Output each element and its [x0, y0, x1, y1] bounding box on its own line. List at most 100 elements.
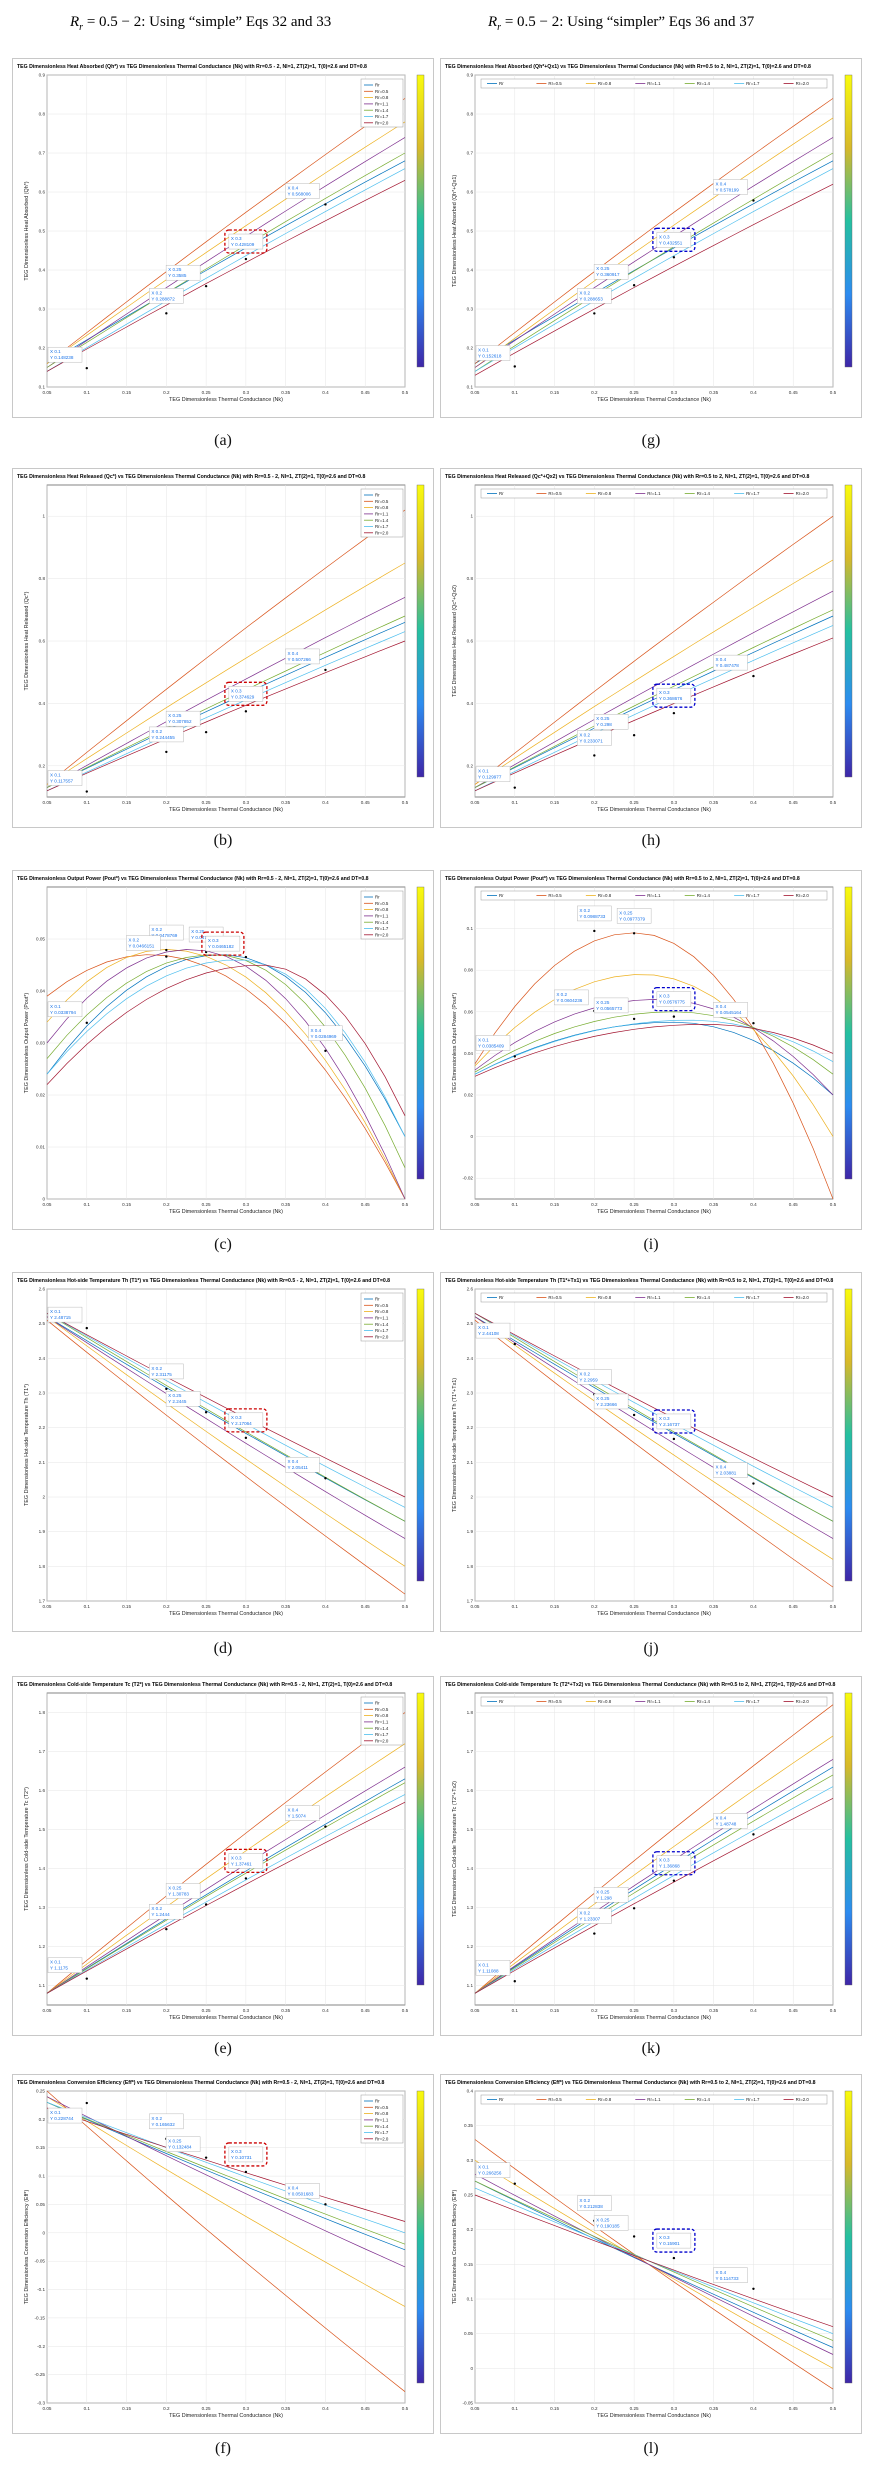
series-line [46, 949, 406, 1200]
y-tick-label: 1.9 [467, 1529, 474, 1534]
legend-entry: Rr=0.5 [548, 81, 562, 86]
series-line [474, 1786, 834, 1994]
legend-entry: Rr=1.4 [697, 491, 711, 496]
data-tip-box [593, 1393, 629, 1410]
y-tick-label: 1.8 [39, 1710, 46, 1715]
x-tick-label: 0.2 [163, 1202, 170, 1207]
legend-entry: Rr=0.8 [375, 1713, 389, 1718]
x-tick-label: 0.5 [402, 1202, 409, 1207]
legend-entry: Rr=2.0 [375, 932, 389, 937]
data-tip-x: X 0.1 [478, 347, 489, 352]
x-tick-label: 0.05 [471, 2406, 480, 2411]
y-tick-label: 0.1 [39, 385, 46, 390]
series-line [474, 637, 834, 792]
data-tip-y: Y 0.0385409 [478, 1043, 504, 1048]
data-tip-y: Y 2.23666 [596, 1402, 617, 1407]
x-tick-label: 0.1 [512, 800, 519, 805]
legend-entry: Rr=1.7 [746, 81, 760, 86]
y-tick-label: 2.4 [467, 1356, 474, 1361]
data-point-marker [672, 2256, 676, 2260]
series-line [46, 1712, 406, 1994]
right-header-text: = 0.5 − 2: Using “simpler” Eqs 36 and 37 [501, 14, 755, 30]
data-tip-box [285, 1805, 320, 1821]
data-tip-box [577, 730, 612, 746]
legend-entry: Rr=1.7 [375, 524, 389, 529]
x-tick-label: 0.35 [709, 1202, 718, 1207]
data-tip-x: X 0.1 [50, 349, 61, 354]
x-tick-label: 0.05 [43, 2008, 52, 2013]
y-tick-label: 0.3 [39, 307, 46, 312]
data-point-marker [513, 2182, 516, 2185]
data-tip-x: X 0.4 [310, 1028, 321, 1033]
data-tip-box [228, 2146, 264, 2163]
highlight-frame [652, 1409, 696, 1434]
data-point-marker [85, 1021, 88, 1025]
data-tip-box [593, 2215, 629, 2231]
data-tip-box [285, 648, 320, 665]
y-tick-label: 0.6 [467, 639, 474, 644]
data-tip-y: Y 0.114733 [715, 2276, 739, 2281]
x-tick-label: 0.3 [243, 2406, 250, 2411]
data-tip-x: X 0.3 [659, 690, 670, 695]
legend-box [480, 78, 828, 89]
legend-entry: Rr=1.1 [375, 512, 389, 517]
data-tip-y: Y 0.190185 [596, 2223, 620, 2228]
x-tick-label: 0.25 [202, 390, 211, 395]
series-line [46, 631, 406, 792]
legend-entry: Rr=1.4 [375, 920, 389, 925]
data-tip-y: Y 2.03881 [715, 1471, 736, 1476]
legend-entry: Rr=0.8 [375, 505, 389, 510]
data-tip-y: Y 0.0284969 [310, 1034, 336, 1039]
y-tick-label: 2.1 [467, 1460, 474, 1465]
x-tick-label: 0.15 [550, 1604, 559, 1609]
x-axis-label: TEG Dimensionless Thermal Conductance (N… [597, 1209, 711, 1215]
x-tick-label: 0.1 [512, 2008, 519, 2013]
data-tip-box [47, 346, 83, 363]
chart-svg: TEG Dimensionless Hot-side Temperature T… [445, 1278, 853, 1617]
legend-entry: Rr=0.8 [598, 893, 612, 898]
x-tick-label: 0.2 [163, 800, 170, 805]
series-line [474, 98, 834, 364]
y-tick-label: 0.3 [467, 307, 474, 312]
series-line [46, 964, 406, 1116]
x-tick-label: 0.15 [550, 1202, 559, 1207]
y-axis-label: TEG Dimensionless Conversion Efficiency … [24, 2190, 30, 2305]
highlight-frame [652, 227, 696, 252]
data-tip-box [165, 2136, 201, 2152]
legend-entry: Rr=1.7 [375, 926, 389, 931]
y-axis-label: TEG Dimensionless Heat Absorbed (Qh*+Qx1… [452, 175, 458, 287]
figure-caption: (j) [643, 1640, 659, 1657]
colorbar [844, 74, 853, 368]
y-tick-label: 0 [42, 2230, 45, 2235]
legend-entry: Rr [499, 2097, 504, 2102]
data-tip-x: X 0.3 [231, 236, 242, 241]
y-tick-label: 0.6 [39, 639, 46, 644]
chart-title: TEG Dimensionless Heat Released (Qc*+Qx2… [445, 474, 810, 480]
data-tip-x: X 0.3 [231, 688, 242, 693]
data-tip-box [205, 935, 241, 952]
series-line [474, 974, 834, 1137]
series-line [474, 1316, 834, 1560]
y-axis-label: TEG Dimensionless Hot-side Temperature T… [24, 1384, 30, 1506]
legend-entry: Rr=1.1 [375, 2118, 389, 2123]
data-tip-y: Y 0.374629 [231, 694, 255, 699]
legend-entry: Rr [499, 491, 504, 496]
highlight-frame [652, 2228, 696, 2253]
figure-caption: (b) [213, 832, 233, 849]
data-tip-x: X 0.1 [478, 1962, 489, 1967]
series-line [46, 152, 406, 368]
data-point-marker [204, 284, 208, 288]
x-axis-label: TEG Dimensionless Thermal Conductance (N… [169, 807, 283, 813]
data-tip-y: Y 0.507266 [287, 657, 311, 662]
data-tip-box [593, 997, 629, 1014]
legend-entry: Rr=1.1 [647, 81, 661, 86]
x-tick-label: 0.4 [750, 1202, 757, 1207]
data-point-marker [85, 1977, 88, 1980]
y-tick-label: -0.1 [37, 2287, 45, 2292]
chart-panel: TEG Dimensionless Hot-side Temperature T… [440, 1272, 862, 1632]
series-line [46, 121, 406, 364]
chart-panel: TEG Dimensionless Hot-side Temperature T… [12, 1272, 434, 1632]
data-tip-y: Y 0.0565773 [596, 1006, 622, 1011]
y-tick-label: 2 [470, 1495, 473, 1500]
x-tick-label: 0.45 [361, 1202, 370, 1207]
